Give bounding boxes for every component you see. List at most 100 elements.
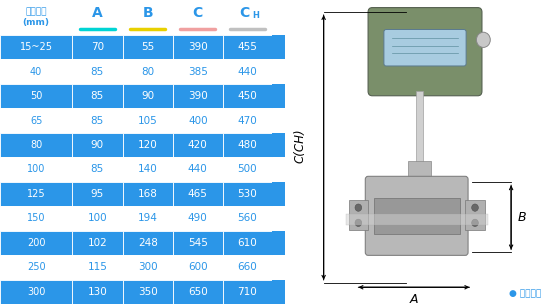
Text: 130: 130	[87, 287, 107, 297]
Bar	[173, 231, 223, 255]
Text: 400: 400	[188, 116, 207, 126]
Bar	[223, 0, 272, 35]
Text: 600: 600	[188, 262, 207, 272]
Bar	[0, 231, 72, 255]
Bar	[72, 255, 123, 280]
Bar	[272, 133, 285, 157]
Text: 545: 545	[188, 238, 208, 248]
Bar	[0, 84, 72, 108]
Text: ● 常规仪表: ● 常规仪表	[509, 289, 542, 298]
Text: 85: 85	[91, 164, 104, 174]
Text: 40: 40	[30, 67, 42, 77]
Bar	[416, 91, 423, 167]
Bar	[272, 231, 285, 255]
Bar	[272, 84, 285, 108]
Text: 102: 102	[87, 238, 107, 248]
Bar	[272, 182, 285, 206]
Bar	[72, 59, 123, 84]
Text: 455: 455	[238, 42, 257, 52]
Text: 248: 248	[138, 238, 158, 248]
Text: 440: 440	[188, 164, 208, 174]
Bar	[0, 133, 72, 157]
Text: 120: 120	[138, 140, 157, 150]
Text: 55: 55	[141, 42, 155, 52]
Bar	[72, 157, 123, 182]
Text: 140: 140	[138, 164, 157, 174]
Text: 70: 70	[91, 42, 104, 52]
Bar	[0, 0, 72, 35]
Bar	[123, 255, 173, 280]
Bar	[173, 280, 223, 304]
Bar	[0, 35, 72, 59]
Bar	[173, 255, 223, 280]
Text: 530: 530	[238, 189, 257, 199]
Bar	[223, 231, 272, 255]
Text: 440: 440	[238, 67, 257, 77]
Text: 65: 65	[30, 116, 42, 126]
Bar	[173, 59, 223, 84]
Bar	[223, 182, 272, 206]
Bar	[0, 206, 72, 231]
Bar	[173, 84, 223, 108]
Bar	[173, 35, 223, 59]
Text: C: C	[192, 5, 203, 19]
Text: 465: 465	[188, 189, 208, 199]
Bar	[123, 84, 173, 108]
Text: 350: 350	[138, 287, 157, 297]
Bar	[0, 108, 72, 133]
Text: 420: 420	[188, 140, 208, 150]
Circle shape	[476, 32, 490, 47]
Bar	[223, 255, 272, 280]
Circle shape	[355, 204, 362, 211]
Text: 660: 660	[238, 262, 257, 272]
Bar	[0, 59, 72, 84]
Text: 90: 90	[91, 140, 104, 150]
Text: 105: 105	[138, 116, 157, 126]
FancyBboxPatch shape	[368, 8, 482, 96]
Text: 仪表口径
(mm): 仪表口径 (mm)	[23, 8, 50, 27]
Bar	[346, 214, 487, 225]
Bar	[72, 206, 123, 231]
Bar	[223, 206, 272, 231]
Bar	[173, 108, 223, 133]
Bar	[272, 35, 285, 59]
Circle shape	[472, 219, 478, 226]
Bar	[123, 231, 173, 255]
Bar	[72, 0, 123, 35]
Text: 300: 300	[138, 262, 157, 272]
Text: 500: 500	[238, 164, 257, 174]
Bar	[173, 133, 223, 157]
Text: 85: 85	[91, 116, 104, 126]
Text: 85: 85	[91, 67, 104, 77]
Bar	[223, 59, 272, 84]
Text: 390: 390	[188, 91, 208, 101]
Text: 194: 194	[138, 213, 158, 223]
Text: 300: 300	[27, 287, 45, 297]
Text: 650: 650	[188, 287, 208, 297]
Text: 100: 100	[87, 213, 107, 223]
Bar	[123, 157, 173, 182]
Bar	[123, 35, 173, 59]
Bar	[72, 280, 123, 304]
Bar	[0, 255, 72, 280]
Bar	[223, 133, 272, 157]
Text: 15~25: 15~25	[20, 42, 53, 52]
Circle shape	[355, 219, 362, 226]
Bar	[408, 161, 431, 182]
Text: B: B	[142, 5, 153, 19]
Bar	[123, 108, 173, 133]
Bar	[72, 108, 123, 133]
Circle shape	[472, 204, 478, 211]
Text: 115: 115	[87, 262, 107, 272]
Bar	[123, 133, 173, 157]
Text: 710: 710	[238, 287, 257, 297]
Bar	[123, 59, 173, 84]
Text: 450: 450	[238, 91, 257, 101]
Text: A: A	[92, 5, 103, 19]
Bar	[223, 157, 272, 182]
Bar	[349, 200, 368, 230]
Bar	[72, 133, 123, 157]
Bar	[173, 206, 223, 231]
Text: 390: 390	[188, 42, 208, 52]
Bar	[223, 35, 272, 59]
